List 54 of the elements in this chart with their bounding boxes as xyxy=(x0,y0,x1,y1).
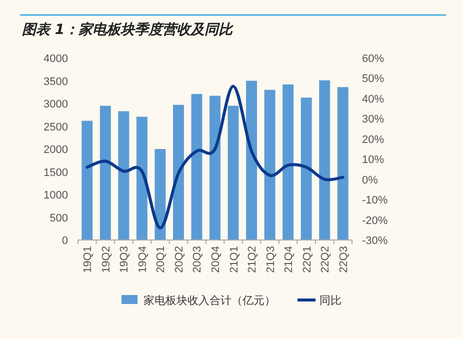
bar xyxy=(337,87,348,240)
bar xyxy=(282,84,294,240)
legend-同比: 同比 xyxy=(298,295,342,307)
legend-label: 同比 xyxy=(320,294,342,307)
bar xyxy=(136,116,148,240)
bar xyxy=(191,94,202,240)
x-tick-label: 20Q2 xyxy=(173,246,186,273)
y-tick-label: 3500 xyxy=(44,76,68,88)
x-tick-label: 19Q1 xyxy=(82,246,94,273)
x-tick-label: 21Q1 xyxy=(228,246,240,273)
y2-tick-label: 10% xyxy=(362,154,384,166)
chart-title: 图表 1：家电板块季度营收及同比 xyxy=(22,21,235,38)
bar xyxy=(154,149,166,240)
y-tick-label: 1500 xyxy=(44,166,68,179)
y2-tick-label: -30% xyxy=(362,235,388,247)
bar xyxy=(172,104,184,240)
bar xyxy=(82,120,93,240)
x-tick-label: 19Q3 xyxy=(118,246,131,273)
bar xyxy=(264,90,276,240)
bar xyxy=(118,111,130,240)
x-tick-label: 22Q2 xyxy=(320,246,332,273)
bar xyxy=(228,106,239,240)
y-tick-label: 500 xyxy=(50,212,68,224)
y-tick-label: 2000 xyxy=(44,144,68,156)
y-tick-label: 4000 xyxy=(44,53,68,65)
x-tick-label: 21Q4 xyxy=(283,246,296,273)
legend-label: 家电板块收入合计（亿元） xyxy=(144,294,276,307)
x-tick-label: 19Q4 xyxy=(136,246,149,273)
x-tick-label: 21Q2 xyxy=(246,246,259,273)
y2-tick-label: 0% xyxy=(362,174,378,186)
y2-tick-label: 20% xyxy=(362,134,384,146)
bar xyxy=(319,80,330,240)
bar xyxy=(246,80,258,240)
bar xyxy=(210,96,220,240)
x-tick-label: 22Q3 xyxy=(338,246,350,273)
x-tick-label: 20Q1 xyxy=(155,246,168,273)
y-tick-label: 2500 xyxy=(44,121,68,134)
x-tick-label: 20Q3 xyxy=(192,246,204,273)
y2-tick-label: 60% xyxy=(362,53,384,65)
x-tick-label: 22Q1 xyxy=(301,246,314,273)
y2-tick-label: -10% xyxy=(362,194,388,207)
legend-家电板块收入合计（亿元）: 家电板块收入合计（亿元） xyxy=(122,295,276,307)
bar xyxy=(100,106,111,240)
x-tick-label: 21Q3 xyxy=(264,246,277,273)
y2-tick-label: 30% xyxy=(362,114,384,126)
bar xyxy=(300,98,312,240)
y2-tick-label: -20% xyxy=(362,214,388,227)
y-tick-label: 0 xyxy=(62,235,68,247)
x-tick-label: 19Q2 xyxy=(100,246,112,273)
y-tick-label: 3000 xyxy=(44,98,68,110)
y-tick-label: 1000 xyxy=(44,190,68,202)
y2-tick-label: 50% xyxy=(362,73,384,86)
y2-tick-label: 40% xyxy=(362,93,384,106)
x-tick-label: 20Q4 xyxy=(210,246,222,273)
